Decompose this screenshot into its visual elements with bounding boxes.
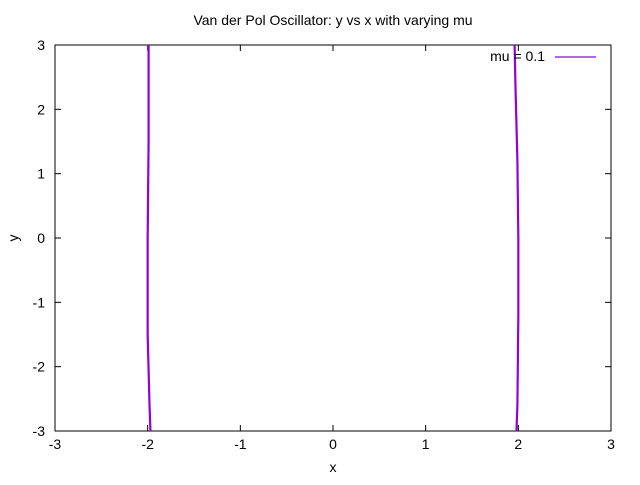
x-tick-label: -2	[141, 436, 154, 452]
series-layer	[146, 44, 520, 432]
x-axis-label: x	[330, 459, 337, 475]
y-tick-label: 1	[37, 166, 45, 182]
series-line-segment	[146, 45, 152, 432]
legend: mu = 0.1	[490, 48, 596, 64]
y-tick-label: -1	[33, 294, 46, 310]
chart-title: Van der Pol Oscillator: y vs x with vary…	[193, 12, 472, 28]
y-tick-label: 3	[37, 37, 45, 53]
x-tick-label: 0	[329, 436, 337, 452]
x-tick-label: 3	[607, 436, 615, 452]
y-tick-label: 2	[37, 101, 45, 117]
x-tick-label: -1	[234, 436, 247, 452]
y-axis-ticks: 3 2 1 0 -1 -2 -3	[33, 37, 611, 439]
y-tick-label: -2	[33, 359, 46, 375]
x-tick-label: 1	[422, 436, 430, 452]
x-axis-ticks: -3 -2 -1 0 1 2 3	[49, 45, 615, 452]
y-tick-label: 0	[37, 230, 45, 246]
x-tick-label: 2	[514, 436, 522, 452]
y-tick-label: -3	[33, 423, 46, 439]
series-line-segment	[513, 44, 520, 432]
legend-label: mu = 0.1	[490, 48, 545, 64]
plot-border	[54, 44, 612, 432]
x-tick-label: -3	[49, 436, 62, 452]
y-axis-label: y	[5, 235, 21, 242]
